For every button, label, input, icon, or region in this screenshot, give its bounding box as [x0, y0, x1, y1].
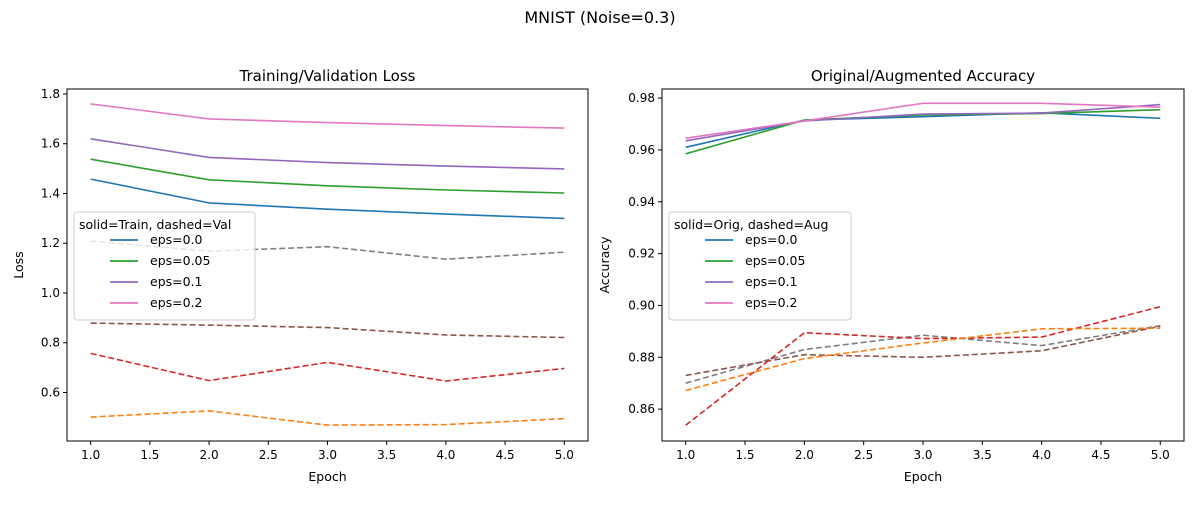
x-tick-label: 4.5 — [1091, 448, 1110, 462]
series-line-dashed-5 — [90, 240, 565, 261]
legend-entry-label: eps=0.2 — [150, 295, 203, 310]
legend-entry-label: eps=0.05 — [745, 253, 805, 268]
chart-2: Original/Augmented Accuracy 1.0 1.5 2.0 2.5 3… — [597, 67, 1185, 484]
y-axis-label: Accuracy — [597, 236, 612, 294]
x-tick-label: 2.0 — [795, 448, 814, 462]
x-tick-label: 4.0 — [1032, 448, 1051, 462]
x-tick-label: 5.0 — [1151, 448, 1170, 462]
x-tick-label: 3.0 — [318, 448, 337, 462]
y-tick-label: 0.96 — [628, 143, 655, 157]
x-tick-label: 1.0 — [81, 448, 100, 462]
y-tick-label: 1.2 — [41, 236, 60, 250]
x-tick-label: 1.5 — [140, 448, 159, 462]
legend-entry-label: eps=0.1 — [745, 274, 798, 289]
y-tick-label: 1.0 — [41, 286, 60, 300]
x-tick-label: 3.0 — [913, 448, 932, 462]
chart-1: Training/Validation Loss 1.0 1.5 2.0 2.5 3.0 3… — [11, 67, 589, 484]
series-line-solid-1 — [685, 112, 1161, 149]
x-tick-label: 3.5 — [973, 448, 992, 462]
x-tick-label: 4.5 — [496, 448, 515, 462]
x-tick-label: 1.0 — [676, 448, 695, 462]
series-line-dashed-5 — [685, 324, 1161, 384]
y-tick-label: 1.8 — [41, 87, 60, 101]
series-line-solid-3 — [685, 103, 1161, 142]
legend-box — [668, 211, 852, 321]
y-tick-label: 0.6 — [41, 385, 60, 399]
y-tick-label: 0.88 — [628, 350, 655, 364]
x-tick-label: 3.5 — [377, 448, 396, 462]
legend-entry-label: eps=0.1 — [150, 274, 203, 289]
series-line-solid-4 — [90, 103, 565, 129]
series-line-solid-4 — [685, 102, 1161, 139]
y-tick-label: 0.8 — [41, 336, 60, 350]
x-tick-label: 5.0 — [555, 448, 574, 462]
x-axis-label: Epoch — [904, 469, 942, 484]
x-tick-label: 2.5 — [259, 448, 278, 462]
chart-title: Original/Augmented Accuracy — [811, 67, 1035, 85]
series-line-dashed-8 — [90, 410, 565, 426]
y-tick-label: 0.86 — [628, 402, 655, 416]
legend-entry-label: eps=0.0 — [150, 232, 203, 247]
y-tick-label: 0.98 — [628, 91, 655, 105]
series-line-dashed-6 — [90, 322, 565, 339]
series-line-dashed-7 — [90, 352, 565, 382]
series-line-dashed-8 — [685, 327, 1161, 392]
series-line-solid-1 — [90, 178, 565, 220]
y-tick-label: 0.94 — [628, 195, 655, 209]
legend-entry-label: eps=0.0 — [745, 232, 798, 247]
y-tick-label: 0.92 — [628, 247, 655, 261]
chart-title: Training/Validation Loss — [239, 67, 416, 85]
series-line-dashed-6 — [685, 325, 1161, 377]
x-tick-label: 2.0 — [200, 448, 219, 462]
legend-entry-label: eps=0.2 — [745, 295, 798, 310]
series-line-solid-2 — [90, 158, 565, 194]
x-tick-label: 4.0 — [436, 448, 455, 462]
y-axis-label: Loss — [11, 251, 26, 278]
legend-entry-label: eps=0.05 — [150, 253, 210, 268]
x-tick-label: 1.5 — [735, 448, 754, 462]
series-line-solid-3 — [90, 138, 565, 170]
legend-title: solid=Orig, dashed=Aug — [674, 217, 828, 232]
legend-title: solid=Train, dashed=Val — [79, 217, 231, 232]
y-tick-label: 1.6 — [41, 137, 60, 151]
y-tick-label: 0.90 — [628, 298, 655, 312]
y-tick-label: 1.4 — [41, 186, 60, 200]
legend-box — [73, 211, 256, 321]
series-line-dashed-7 — [685, 305, 1161, 426]
x-axis-label: Epoch — [308, 469, 346, 484]
x-tick-label: 2.5 — [854, 448, 873, 462]
figure-suptitle: MNIST (Noise=0.3) — [524, 8, 675, 27]
charts-container: Training/Validation Loss 1.0 1.5 2.0 2.5 3.0 3… — [11, 67, 1185, 484]
